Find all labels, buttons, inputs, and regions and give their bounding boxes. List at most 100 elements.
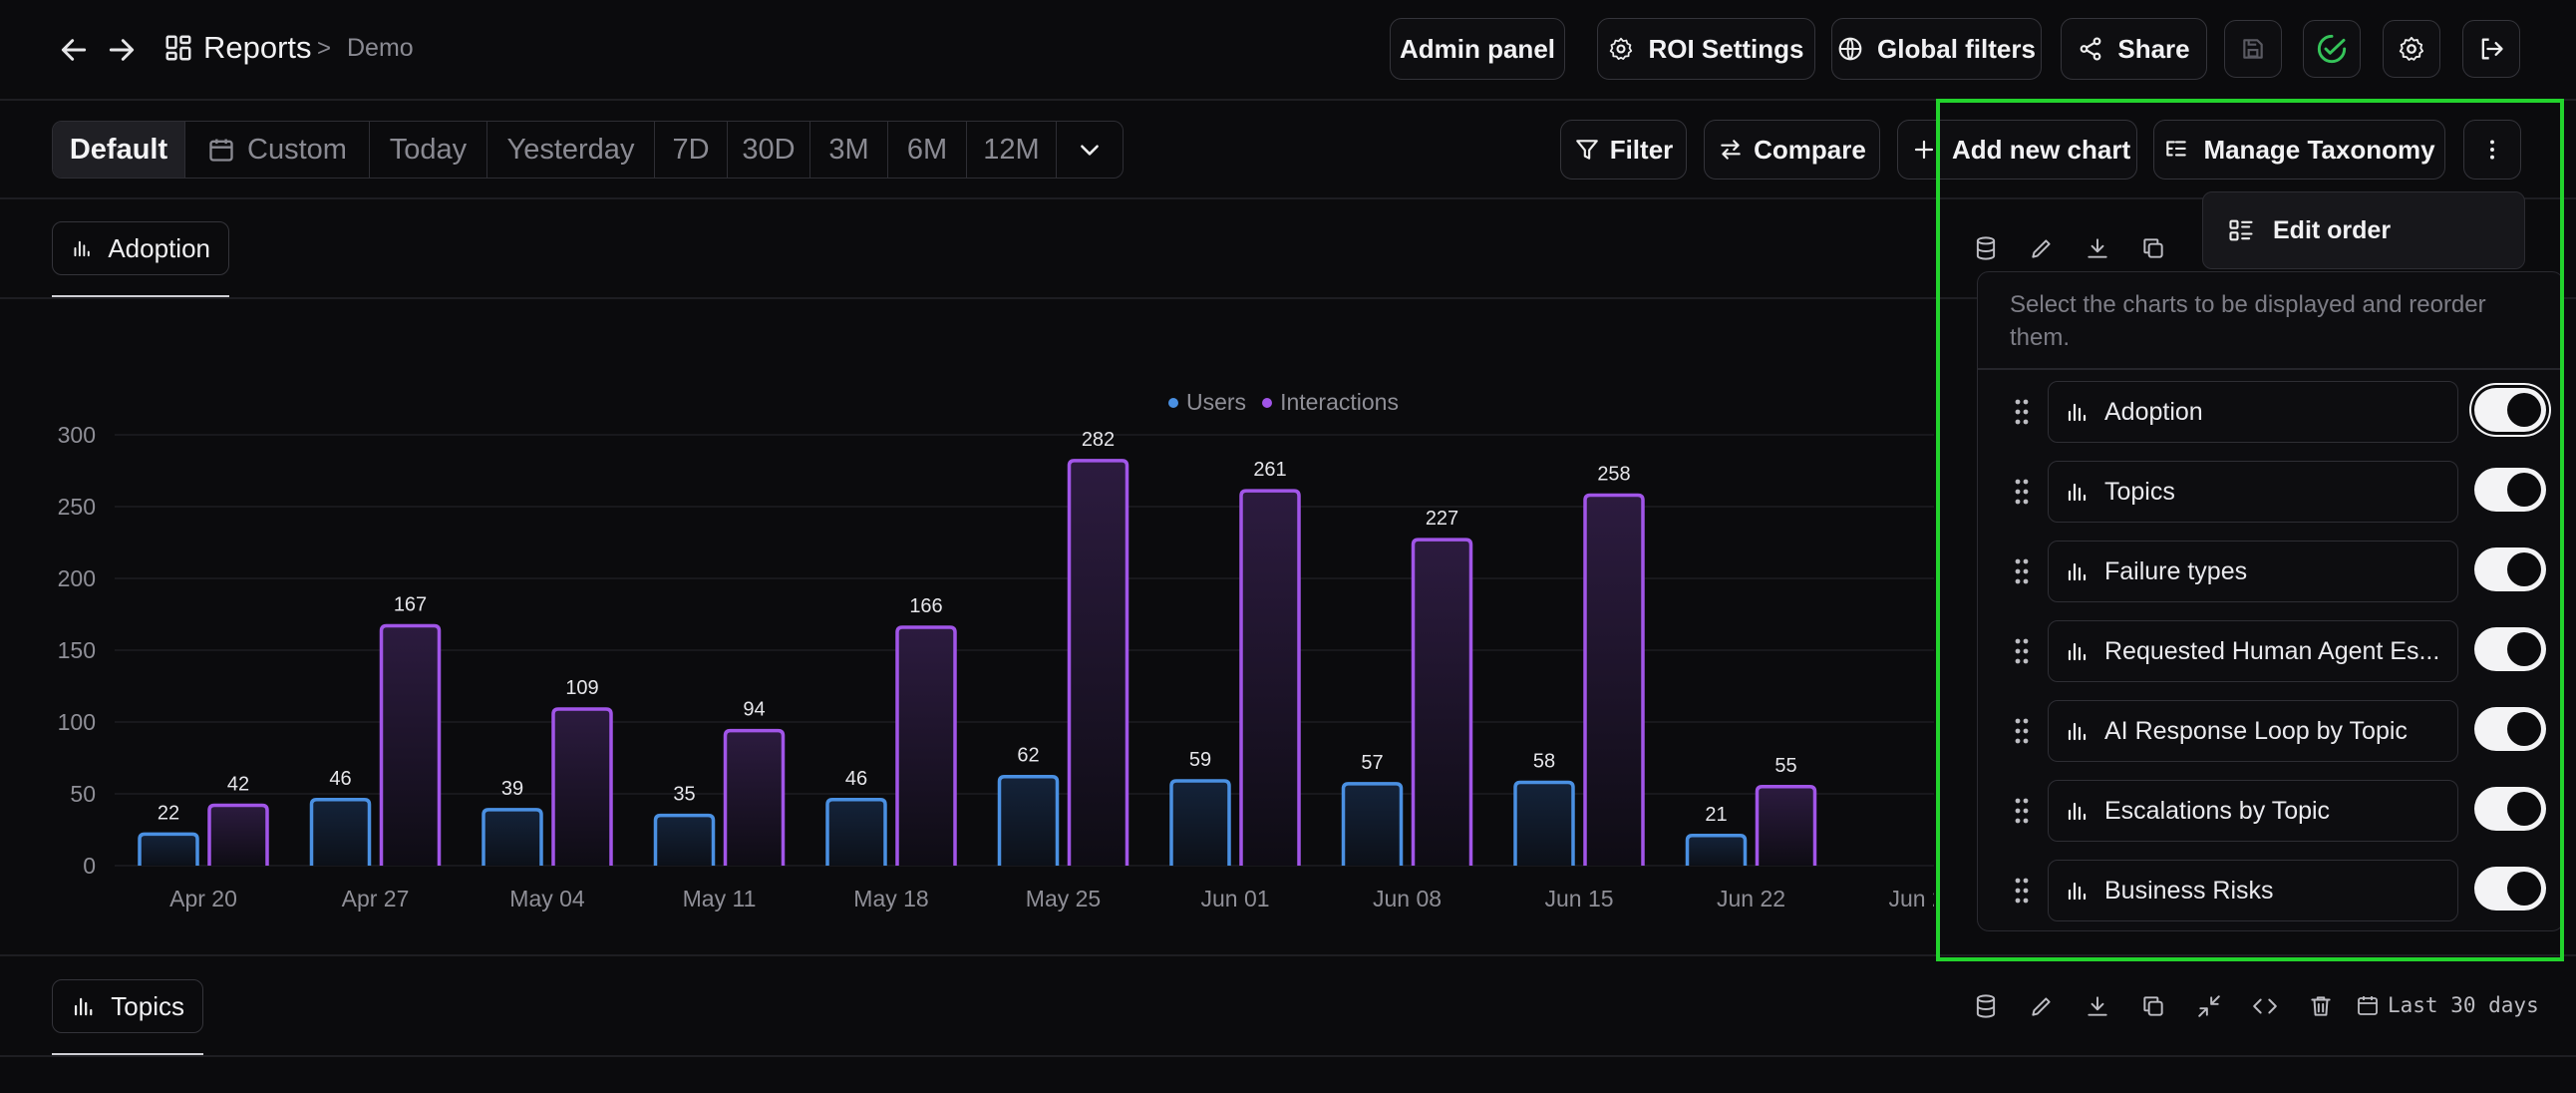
drag-handle-icon[interactable]: [2012, 637, 2032, 665]
tab-adoption[interactable]: Adoption: [52, 221, 229, 275]
bar-chart-icon: [2068, 802, 2087, 821]
drag-handle-icon[interactable]: [2012, 557, 2032, 585]
global-filters-button[interactable]: Global filters: [1831, 18, 2042, 80]
chart-visibility-toggle[interactable]: [2474, 388, 2546, 432]
gear-icon: [1610, 37, 1633, 61]
topics-data-button[interactable]: [1973, 993, 1999, 1019]
share-icon: [2080, 37, 2101, 61]
legend-interactions[interactable]: Interactions: [1262, 389, 1399, 416]
range-yesterday[interactable]: Yesterday: [487, 122, 655, 178]
range-more-button[interactable]: [1057, 122, 1123, 178]
chart-visibility-toggle[interactable]: [2474, 468, 2546, 512]
chart-visibility-toggle[interactable]: [2474, 867, 2546, 911]
bar-value-label: 94: [743, 699, 765, 721]
chart-visibility-toggle[interactable]: [2474, 787, 2546, 831]
drag-handle-icon[interactable]: [2012, 797, 2032, 825]
share-button[interactable]: Share: [2061, 18, 2207, 80]
legend-users-label: Users: [1186, 389, 1247, 415]
x-tick-label: Jun 22: [1717, 886, 1785, 911]
bar-users: [1169, 779, 1231, 866]
reports-title: Reports: [203, 30, 312, 65]
chart-order-item-label: Failure types: [2104, 556, 2248, 585]
range-default[interactable]: Default: [53, 122, 185, 178]
code-icon: [2253, 998, 2277, 1014]
add-new-chart-button[interactable]: Add new chart: [1897, 120, 2137, 180]
range-6m[interactable]: 6M: [888, 122, 967, 178]
chart-visibility-toggle[interactable]: [2474, 627, 2546, 671]
compare-button[interactable]: Compare: [1704, 120, 1880, 180]
bar-interactions: [379, 623, 442, 866]
filter-label: Filter: [1609, 134, 1674, 165]
bar-value-label: 166: [909, 595, 942, 617]
edit-order-menu-item[interactable]: Edit order: [2202, 191, 2525, 269]
range-3m-label: 3M: [828, 133, 869, 166]
bar-users: [138, 832, 199, 866]
forward-button[interactable]: [106, 34, 138, 66]
drag-handle-icon[interactable]: [2012, 717, 2032, 745]
logout-button[interactable]: [2462, 20, 2520, 78]
topics-duplicate-button[interactable]: [2140, 993, 2166, 1019]
range-custom[interactable]: Custom: [185, 122, 370, 178]
chart-legend: Users Interactions: [1168, 389, 1399, 416]
tab-topics[interactable]: Topics: [52, 979, 203, 1033]
gear-icon: [2399, 36, 2424, 61]
admin-panel-button[interactable]: Admin panel: [1390, 18, 1565, 80]
topics-delete-button[interactable]: [2308, 993, 2334, 1019]
bar-interactions: [1583, 493, 1645, 866]
chart-edit-button[interactable]: [2029, 235, 2055, 261]
adoption-chart: 0 50 100 150 200 250 300 22 42 Apr 20 46 167 Apr 27 3…: [58, 422, 1934, 911]
settings-button[interactable]: [2383, 20, 2440, 78]
add-new-chart-label: Add new chart: [1952, 134, 2131, 165]
manage-taxonomy-button[interactable]: Manage Taxonomy: [2153, 120, 2445, 180]
filter-button[interactable]: Filter: [1560, 120, 1687, 180]
chart-order-row: AI Response Loop by Topic: [1978, 700, 2565, 762]
drag-handle-icon[interactable]: [2012, 478, 2032, 506]
topics-embed-button[interactable]: [2252, 993, 2278, 1019]
reports-link[interactable]: Reports: [163, 30, 312, 66]
save-button[interactable]: [2224, 20, 2282, 78]
drag-handle-icon[interactable]: [2012, 398, 2032, 426]
chart-data-button[interactable]: [1973, 235, 1999, 261]
y-tick-label: 0: [83, 853, 96, 879]
drag-handle-icon[interactable]: [2012, 877, 2032, 905]
more-options-button[interactable]: [2463, 120, 2521, 180]
chart-visibility-toggle[interactable]: [2474, 547, 2546, 591]
tab-topics-label: Topics: [111, 990, 184, 1021]
bar-value-label: 258: [1597, 463, 1630, 485]
topics-download-button[interactable]: [2085, 993, 2110, 1019]
range-3m[interactable]: 3M: [810, 122, 888, 178]
x-tick-label: Apr 20: [169, 886, 237, 911]
range-7d[interactable]: 7D: [655, 122, 728, 178]
bar-value-label: 62: [1017, 745, 1039, 767]
chart-bottom-divider: [0, 954, 2576, 956]
roi-settings-button[interactable]: ROI Settings: [1597, 18, 1815, 80]
bar-interactions: [1755, 785, 1817, 866]
bar-value-label: 167: [394, 594, 427, 616]
legend-users[interactable]: Users: [1168, 389, 1246, 416]
chart-visibility-toggle[interactable]: [2474, 707, 2546, 751]
date-range-selector: Default Custom Today Yesterday 7D 30D 3M…: [52, 121, 1124, 179]
chart-download-button[interactable]: [2085, 235, 2110, 261]
x-tick-label: Jun 01: [1200, 886, 1269, 911]
more-vertical-icon: [2490, 140, 2494, 160]
compare-label: Compare: [1754, 134, 1866, 165]
range-today[interactable]: Today: [370, 122, 487, 178]
range-12m[interactable]: 12M: [967, 122, 1057, 178]
range-12m-label: 12M: [983, 133, 1040, 166]
toggle-knob: [2507, 552, 2541, 586]
back-button[interactable]: [58, 34, 90, 66]
topics-edit-button[interactable]: [2029, 993, 2055, 1019]
bar-value-label: 46: [329, 768, 351, 790]
range-30d[interactable]: 30D: [728, 122, 810, 178]
topics-collapse-button[interactable]: [2196, 993, 2222, 1019]
toggle-knob: [2507, 393, 2541, 427]
topics-range[interactable]: Last 30 days: [2356, 993, 2539, 1017]
chart-duplicate-button[interactable]: [2140, 235, 2166, 261]
status-check-button[interactable]: [2303, 20, 2361, 78]
chart-order-row: Adoption: [1978, 381, 2565, 443]
bar-users: [309, 798, 372, 866]
toggle-knob: [2507, 712, 2541, 746]
arrow-right-icon: [109, 39, 135, 61]
pencil-icon: [2032, 997, 2051, 1016]
chart-order-item: Failure types: [2048, 541, 2458, 602]
